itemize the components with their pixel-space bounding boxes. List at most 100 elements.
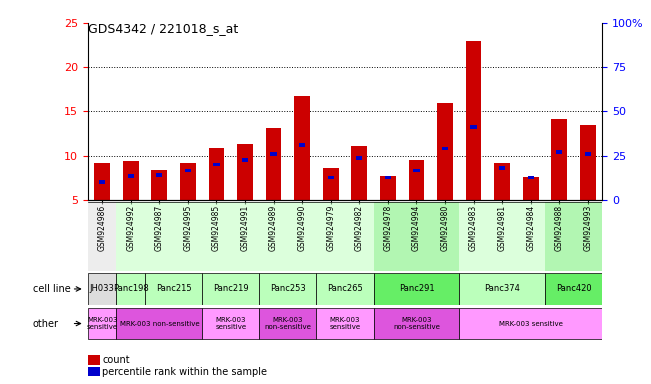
Text: GSM924981: GSM924981: [497, 205, 506, 251]
Bar: [152, 170, 167, 200]
Text: MRK-003
non-sensitive: MRK-003 non-sensitive: [393, 317, 440, 330]
Text: GSM924988: GSM924988: [555, 205, 564, 251]
Bar: [180, 164, 196, 200]
Text: Panc291: Panc291: [398, 285, 434, 293]
Bar: [266, 128, 281, 200]
Bar: [123, 161, 139, 200]
Bar: [202, 273, 259, 305]
Bar: [499, 166, 505, 170]
Text: GSM924994: GSM924994: [412, 205, 421, 252]
Bar: [442, 147, 448, 150]
Text: MRK-003
sensitive: MRK-003 sensitive: [87, 317, 118, 330]
Bar: [316, 273, 374, 305]
Bar: [316, 308, 374, 339]
Bar: [128, 174, 134, 177]
Bar: [117, 308, 202, 339]
Bar: [385, 176, 391, 179]
Text: GSM924991: GSM924991: [240, 205, 249, 251]
Bar: [214, 162, 219, 166]
Bar: [99, 180, 105, 184]
Bar: [259, 202, 316, 271]
Bar: [437, 103, 453, 200]
Text: Panc198: Panc198: [113, 285, 148, 293]
Bar: [208, 147, 225, 200]
Text: GSM924984: GSM924984: [526, 205, 535, 251]
Bar: [145, 273, 202, 305]
Text: GSM924986: GSM924986: [98, 205, 107, 251]
Text: MRK-003
sensitive: MRK-003 sensitive: [215, 317, 246, 330]
Bar: [585, 152, 591, 156]
Bar: [380, 176, 396, 200]
Text: Panc420: Panc420: [556, 285, 591, 293]
Text: MRK-003 sensitive: MRK-003 sensitive: [499, 321, 562, 326]
Bar: [374, 273, 460, 305]
Bar: [316, 202, 374, 271]
Text: GSM924992: GSM924992: [126, 205, 135, 251]
Bar: [374, 202, 460, 271]
Bar: [556, 150, 562, 154]
Bar: [494, 162, 510, 200]
Text: GSM924987: GSM924987: [155, 205, 164, 251]
Bar: [545, 202, 602, 271]
Bar: [356, 156, 363, 160]
Text: GSM924978: GSM924978: [383, 205, 393, 251]
Text: Panc265: Panc265: [327, 285, 363, 293]
Bar: [242, 158, 248, 162]
Text: GSM924980: GSM924980: [441, 205, 450, 251]
Bar: [237, 144, 253, 200]
Bar: [156, 173, 163, 177]
Text: Panc219: Panc219: [213, 285, 249, 293]
Bar: [460, 273, 545, 305]
Bar: [527, 176, 534, 179]
Bar: [202, 308, 259, 339]
Text: GDS4342 / 221018_s_at: GDS4342 / 221018_s_at: [88, 22, 238, 35]
Bar: [294, 96, 310, 200]
Bar: [185, 169, 191, 172]
Text: GSM924979: GSM924979: [326, 205, 335, 252]
Bar: [145, 202, 202, 271]
Text: GSM924993: GSM924993: [583, 205, 592, 252]
Bar: [299, 143, 305, 147]
Bar: [409, 160, 424, 200]
Bar: [352, 146, 367, 200]
Text: percentile rank within the sample: percentile rank within the sample: [102, 367, 267, 377]
Bar: [413, 169, 420, 172]
Bar: [88, 202, 117, 271]
Text: GSM924982: GSM924982: [355, 205, 364, 251]
Text: GSM924983: GSM924983: [469, 205, 478, 251]
Bar: [460, 202, 545, 271]
Bar: [259, 273, 316, 305]
Bar: [117, 273, 145, 305]
Bar: [471, 126, 477, 129]
Text: cell line: cell line: [33, 284, 70, 294]
Text: MRK-003
sensitive: MRK-003 sensitive: [329, 317, 361, 330]
Text: GSM924995: GSM924995: [184, 205, 193, 252]
Text: GSM924985: GSM924985: [212, 205, 221, 251]
Bar: [465, 41, 482, 200]
Bar: [374, 308, 460, 339]
Text: Panc374: Panc374: [484, 285, 520, 293]
Bar: [202, 202, 259, 271]
Bar: [117, 202, 145, 271]
Text: GSM924990: GSM924990: [298, 205, 307, 252]
Text: Panc253: Panc253: [270, 285, 306, 293]
Bar: [259, 308, 316, 339]
Text: Panc215: Panc215: [156, 285, 191, 293]
Bar: [523, 177, 538, 200]
Bar: [460, 308, 602, 339]
Bar: [551, 119, 567, 200]
Text: JH033: JH033: [90, 285, 115, 293]
Text: other: other: [33, 318, 59, 329]
Text: GSM924989: GSM924989: [269, 205, 278, 251]
Bar: [88, 308, 117, 339]
Bar: [323, 168, 339, 200]
Bar: [94, 162, 110, 200]
Bar: [88, 273, 117, 305]
Text: MRK-003
non-sensitive: MRK-003 non-sensitive: [264, 317, 311, 330]
Bar: [270, 152, 277, 156]
Bar: [580, 124, 596, 200]
Text: MRK-003 non-sensitive: MRK-003 non-sensitive: [120, 321, 199, 326]
Bar: [545, 273, 602, 305]
Bar: [327, 176, 334, 179]
Text: count: count: [102, 355, 130, 365]
